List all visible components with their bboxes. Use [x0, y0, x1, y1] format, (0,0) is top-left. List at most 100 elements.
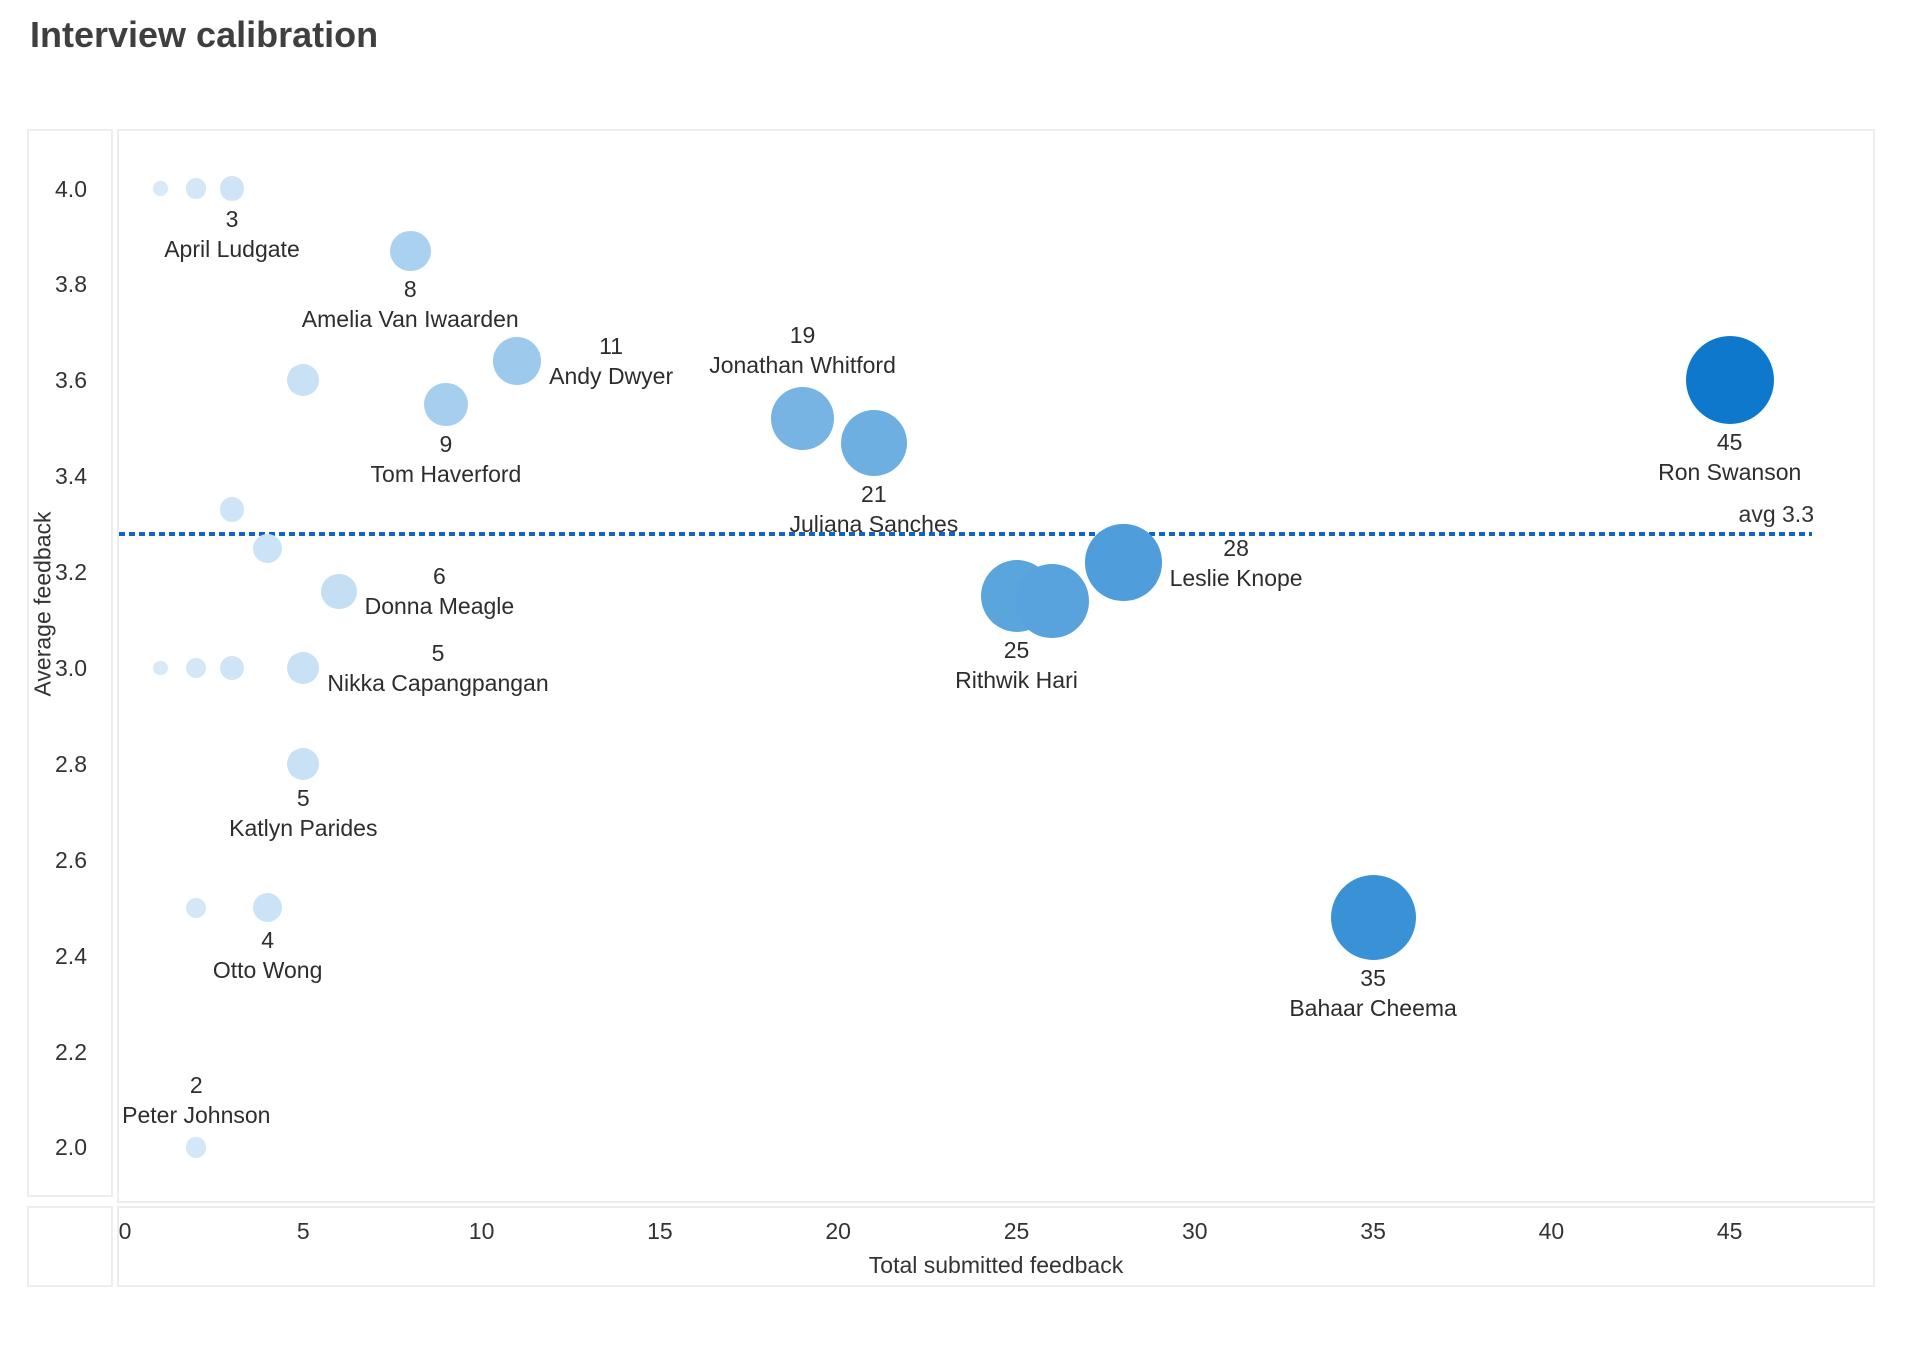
x-axis-panel: 0 5 10 15 20 25 30 35 40 45 Total submitted feedb…	[117, 1206, 1875, 1287]
bubble-count: 9	[439, 430, 453, 457]
bubble-peter-johnson[interactable]	[186, 1137, 207, 1158]
bubble-label-bahaar-cheema: 35 Bahaar Cheema	[1289, 963, 1457, 1023]
bubble-label-april-ludgate: 3 April Ludgate	[164, 204, 300, 264]
bubble-point[interactable]	[219, 497, 245, 523]
y-tick-label: 2.0	[55, 1134, 87, 1161]
bubble-count: 6	[433, 563, 446, 590]
bubble-name: Ron Swanson	[1658, 459, 1802, 486]
bubble-name: April Ludgate	[164, 236, 300, 262]
bubble-label-leslie-knope: 28 Leslie Knope	[1170, 533, 1303, 593]
bubble-point[interactable]	[287, 364, 320, 397]
bubble-label-nikka-capangpangan: 5 Nikka Capangpangan	[327, 638, 548, 698]
bubble-count: 11	[599, 333, 624, 360]
x-tick-label: 5	[296, 1218, 310, 1244]
plot-area: avg 3.3 3 April Ludgate 8 Amelia Van Iwaarde…	[117, 129, 1875, 1203]
bubble-count: 5	[431, 640, 445, 666]
bubble-name: Jonathan Whitford	[709, 352, 896, 379]
bubble-juliana-sanches[interactable]	[840, 409, 907, 476]
bubble-april-ludgate[interactable]	[219, 176, 245, 201]
bubble-point[interactable]	[186, 897, 207, 918]
x-tick-label: 10	[468, 1218, 495, 1244]
y-tick-label: 2.2	[55, 1038, 87, 1065]
bubble-label-amelia-van-iwaarden: 8 Amelia Van Iwaarden	[302, 274, 519, 334]
y-tick-label: 2.4	[55, 942, 87, 969]
y-tick-label: 3.8	[55, 271, 87, 298]
bubble-point[interactable]	[1015, 564, 1089, 638]
bubble-tom-haverford[interactable]	[424, 382, 468, 426]
bubble-count: 19	[789, 322, 816, 349]
bubble-name: Nikka Capangpangan	[327, 670, 549, 696]
bubble-name: Rithwik Hari	[955, 667, 1078, 694]
y-tick-label: 3.0	[55, 655, 87, 681]
bubble-point[interactable]	[153, 660, 168, 676]
bubble-label-jonathan-whitford: 19 Jonathan Whitford	[709, 320, 896, 380]
x-tick-label: 45	[1716, 1218, 1743, 1244]
bubble-name: Leslie Knope	[1169, 564, 1303, 591]
bubble-count: 25	[1003, 637, 1030, 664]
y-tick-label: 3.2	[55, 559, 87, 586]
bubble-label-ron-swanson: 45 Ron Swanson	[1658, 427, 1801, 487]
y-axis-title: Average feedback	[29, 511, 56, 697]
bubble-point[interactable]	[153, 181, 168, 196]
y-tick-label: 3.4	[55, 463, 87, 490]
bubble-name: Katlyn Parides	[229, 814, 378, 841]
x-tick-label: 20	[825, 1218, 851, 1244]
average-reference-line	[119, 531, 1812, 536]
axis-corner-panel	[27, 1206, 113, 1287]
x-tick-label: 40	[1538, 1218, 1565, 1244]
bubble-name: Otto Wong	[212, 957, 323, 984]
y-tick-label: 3.6	[55, 367, 87, 394]
bubble-label-rithwik-hari: 25 Rithwik Hari	[955, 635, 1078, 695]
y-tick-label: 2.6	[55, 846, 87, 873]
y-tick-label: 4.0	[55, 175, 87, 202]
bubble-nikka-capangpangan[interactable]	[287, 651, 320, 685]
bubble-name: Amelia Van Iwaarden	[301, 306, 519, 333]
bubble-label-katlyn-parides: 5 Katlyn Parides	[229, 783, 377, 843]
bubble-donna-meagle[interactable]	[321, 573, 357, 609]
bubble-name: Tom Haverford	[370, 460, 522, 487]
x-tick-label: 15	[647, 1218, 673, 1244]
bubble-jonathan-whitford[interactable]	[771, 387, 834, 451]
bubble-label-andy-dwyer: 11 Andy Dwyer	[549, 331, 673, 391]
page-title: Interview calibration	[30, 14, 379, 55]
bubble-andy-dwyer[interactable]	[493, 337, 542, 385]
x-tick-label: 0	[118, 1218, 132, 1244]
y-axis-panel: 4.0 3.8 3.6 3.4 3.2 3.0 2.8 2.6 2.4 2.2 2.0 Averag…	[27, 129, 113, 1197]
bubble-amelia-van-iwaarden[interactable]	[389, 230, 431, 272]
bubble-label-tom-haverford: 9 Tom Haverford	[371, 429, 522, 489]
bubble-katlyn-parides[interactable]	[287, 747, 320, 780]
bubble-point[interactable]	[186, 178, 207, 199]
bubble-count: 5	[296, 784, 310, 811]
average-line-label: avg 3.3	[1738, 500, 1814, 527]
bubble-label-otto-wong: 4 Otto Wong	[213, 925, 323, 985]
y-tick-label: 2.8	[55, 750, 87, 777]
bubble-ron-swanson[interactable]	[1685, 336, 1774, 425]
bubble-point[interactable]	[253, 533, 283, 563]
bubble-count: 3	[225, 206, 239, 232]
bubble-count: 28	[1223, 534, 1249, 561]
bubble-point[interactable]	[186, 657, 207, 679]
bubble-point[interactable]	[219, 655, 245, 681]
plot-canvas: avg 3.3 3 April Ludgate 8 Amelia Van Iwaarde…	[119, 131, 1873, 1201]
bubble-bahaar-cheema[interactable]	[1330, 874, 1416, 960]
bubble-count: 4	[261, 927, 275, 954]
bubble-count: 8	[403, 276, 417, 303]
bubble-count: 21	[861, 480, 887, 507]
bubble-leslie-knope[interactable]	[1085, 524, 1162, 601]
bubble-otto-wong[interactable]	[253, 893, 283, 923]
bubble-name: Andy Dwyer	[549, 363, 674, 390]
bubble-name: Juliana Sanches	[789, 510, 959, 537]
bubble-label-peter-johnson: 2 Peter Johnson	[122, 1070, 270, 1130]
bubble-name: Bahaar Cheema	[1289, 994, 1457, 1021]
bubble-count: 2	[189, 1072, 203, 1099]
bubble-count: 45	[1716, 429, 1743, 456]
bubble-name: Peter Johnson	[122, 1102, 271, 1129]
x-tick-label: 25	[1003, 1218, 1030, 1244]
x-axis-title: Total submitted feedback	[868, 1252, 1124, 1278]
bubble-name: Donna Meagle	[364, 593, 515, 620]
bubble-label-juliana-sanches: 21 Juliana Sanches	[789, 479, 958, 539]
x-tick-label: 30	[1182, 1218, 1208, 1244]
bubble-label-donna-meagle: 6 Donna Meagle	[365, 561, 515, 621]
x-tick-label: 35	[1360, 1218, 1386, 1244]
